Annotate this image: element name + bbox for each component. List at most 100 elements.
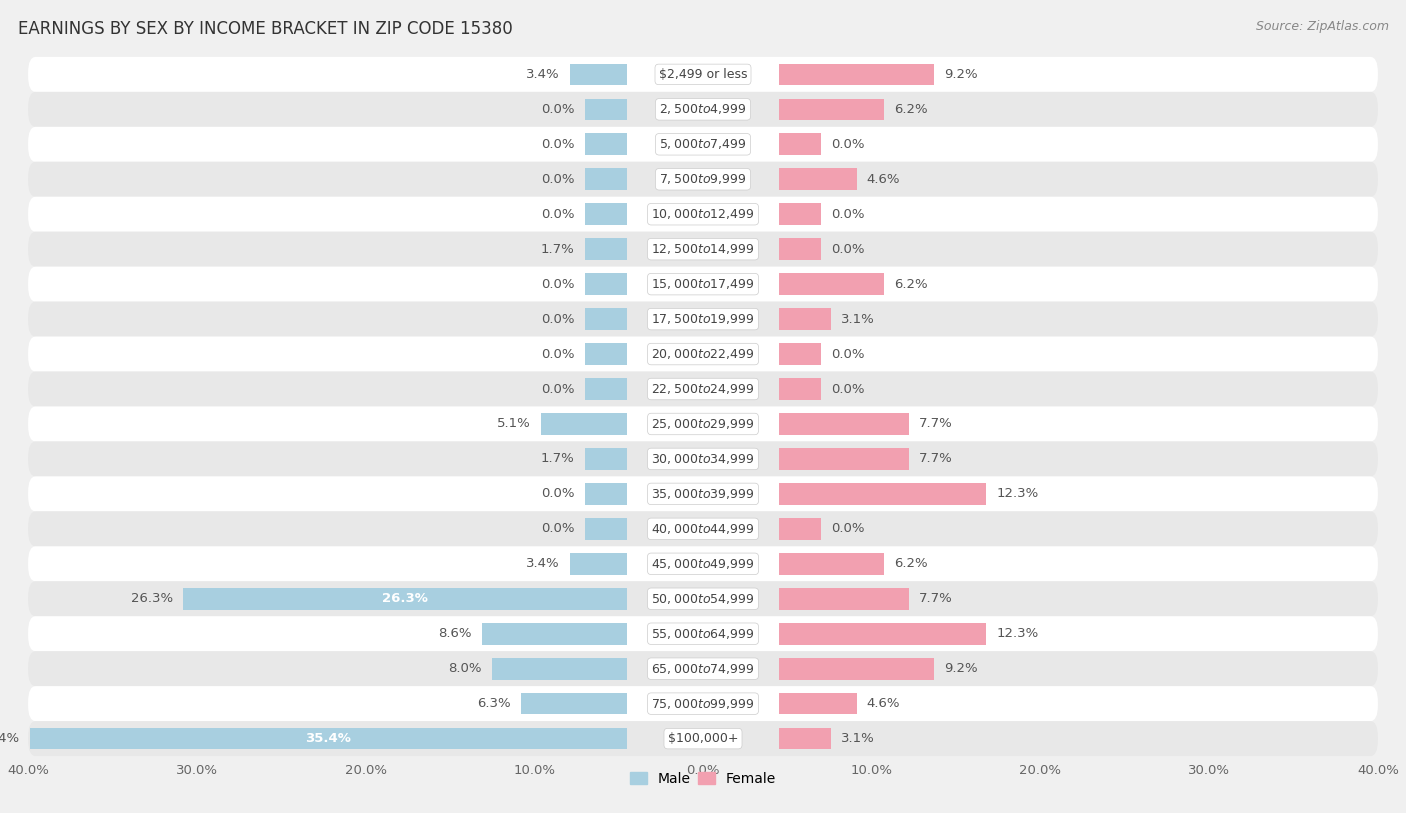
Bar — [585, 518, 627, 540]
Text: $25,000 to $29,999: $25,000 to $29,999 — [651, 417, 755, 431]
Bar — [585, 483, 627, 505]
Text: 26.3%: 26.3% — [131, 593, 173, 605]
Bar — [569, 553, 627, 575]
Text: $40,000 to $44,999: $40,000 to $44,999 — [651, 522, 755, 536]
Text: $75,000 to $99,999: $75,000 to $99,999 — [651, 697, 755, 711]
Bar — [779, 623, 987, 645]
Text: 4.6%: 4.6% — [866, 698, 900, 710]
Text: EARNINGS BY SEX BY INCOME BRACKET IN ZIP CODE 15380: EARNINGS BY SEX BY INCOME BRACKET IN ZIP… — [18, 20, 513, 38]
Bar — [183, 588, 627, 610]
Text: 9.2%: 9.2% — [945, 663, 979, 675]
Text: 9.2%: 9.2% — [945, 68, 979, 80]
Text: $5,000 to $7,499: $5,000 to $7,499 — [659, 137, 747, 151]
FancyBboxPatch shape — [28, 476, 1378, 511]
Bar — [779, 693, 856, 715]
Bar — [541, 413, 627, 435]
Text: 35.4%: 35.4% — [0, 733, 20, 745]
Bar — [585, 308, 627, 330]
FancyBboxPatch shape — [28, 511, 1378, 546]
Bar — [779, 273, 883, 295]
Text: 8.0%: 8.0% — [449, 663, 482, 675]
Bar — [482, 623, 627, 645]
Text: 0.0%: 0.0% — [831, 523, 865, 535]
FancyBboxPatch shape — [28, 616, 1378, 651]
Text: 3.1%: 3.1% — [841, 733, 875, 745]
Text: $10,000 to $12,499: $10,000 to $12,499 — [651, 207, 755, 221]
Bar — [569, 63, 627, 85]
Bar — [585, 378, 627, 400]
Text: $55,000 to $64,999: $55,000 to $64,999 — [651, 627, 755, 641]
Bar — [779, 518, 821, 540]
FancyBboxPatch shape — [28, 581, 1378, 616]
Text: 0.0%: 0.0% — [831, 383, 865, 395]
Text: 1.7%: 1.7% — [541, 453, 575, 465]
FancyBboxPatch shape — [28, 686, 1378, 721]
Text: 6.2%: 6.2% — [894, 558, 928, 570]
FancyBboxPatch shape — [28, 232, 1378, 267]
Text: 0.0%: 0.0% — [831, 243, 865, 255]
Text: Source: ZipAtlas.com: Source: ZipAtlas.com — [1256, 20, 1389, 33]
Bar — [585, 448, 627, 470]
FancyBboxPatch shape — [28, 57, 1378, 92]
Bar — [779, 133, 821, 155]
Text: 3.4%: 3.4% — [526, 558, 560, 570]
Text: 12.3%: 12.3% — [997, 488, 1039, 500]
Text: $65,000 to $74,999: $65,000 to $74,999 — [651, 662, 755, 676]
Text: 0.0%: 0.0% — [541, 278, 575, 290]
Bar — [779, 553, 883, 575]
Text: 3.4%: 3.4% — [526, 68, 560, 80]
FancyBboxPatch shape — [28, 92, 1378, 127]
Text: 0.0%: 0.0% — [541, 173, 575, 185]
Text: 0.0%: 0.0% — [541, 208, 575, 220]
Text: $15,000 to $17,499: $15,000 to $17,499 — [651, 277, 755, 291]
Text: 0.0%: 0.0% — [541, 383, 575, 395]
Bar — [779, 63, 934, 85]
Text: $12,500 to $14,999: $12,500 to $14,999 — [651, 242, 755, 256]
Text: 4.6%: 4.6% — [866, 173, 900, 185]
Text: 0.0%: 0.0% — [541, 488, 575, 500]
Bar — [779, 238, 821, 260]
Bar — [585, 133, 627, 155]
Text: 8.6%: 8.6% — [439, 628, 472, 640]
Legend: Male, Female: Male, Female — [624, 766, 782, 791]
Text: 0.0%: 0.0% — [541, 313, 575, 325]
Bar — [492, 658, 627, 680]
Text: $20,000 to $22,499: $20,000 to $22,499 — [651, 347, 755, 361]
FancyBboxPatch shape — [28, 127, 1378, 162]
Text: 7.7%: 7.7% — [920, 593, 953, 605]
Bar — [779, 588, 908, 610]
FancyBboxPatch shape — [28, 267, 1378, 302]
FancyBboxPatch shape — [28, 302, 1378, 337]
FancyBboxPatch shape — [28, 406, 1378, 441]
Bar — [585, 98, 627, 120]
Text: $50,000 to $54,999: $50,000 to $54,999 — [651, 592, 755, 606]
Text: $7,500 to $9,999: $7,500 to $9,999 — [659, 172, 747, 186]
Text: $35,000 to $39,999: $35,000 to $39,999 — [651, 487, 755, 501]
Bar — [779, 728, 831, 750]
FancyBboxPatch shape — [28, 546, 1378, 581]
Text: 26.3%: 26.3% — [382, 593, 429, 605]
Text: 0.0%: 0.0% — [831, 348, 865, 360]
Text: $2,499 or less: $2,499 or less — [659, 68, 747, 80]
Text: 6.3%: 6.3% — [477, 698, 510, 710]
Bar — [779, 308, 831, 330]
Text: 5.1%: 5.1% — [498, 418, 531, 430]
Bar — [585, 238, 627, 260]
Bar — [585, 273, 627, 295]
Bar — [779, 658, 934, 680]
Bar — [585, 203, 627, 225]
Text: $17,500 to $19,999: $17,500 to $19,999 — [651, 312, 755, 326]
Text: 1.7%: 1.7% — [541, 243, 575, 255]
FancyBboxPatch shape — [28, 197, 1378, 232]
Text: 0.0%: 0.0% — [541, 348, 575, 360]
Bar — [779, 168, 856, 190]
Text: $30,000 to $34,999: $30,000 to $34,999 — [651, 452, 755, 466]
FancyBboxPatch shape — [28, 651, 1378, 686]
Text: $2,500 to $4,999: $2,500 to $4,999 — [659, 102, 747, 116]
Bar — [779, 343, 821, 365]
Text: 0.0%: 0.0% — [541, 523, 575, 535]
Bar — [585, 168, 627, 190]
Text: 0.0%: 0.0% — [831, 138, 865, 150]
Text: 0.0%: 0.0% — [541, 103, 575, 115]
Bar — [779, 378, 821, 400]
